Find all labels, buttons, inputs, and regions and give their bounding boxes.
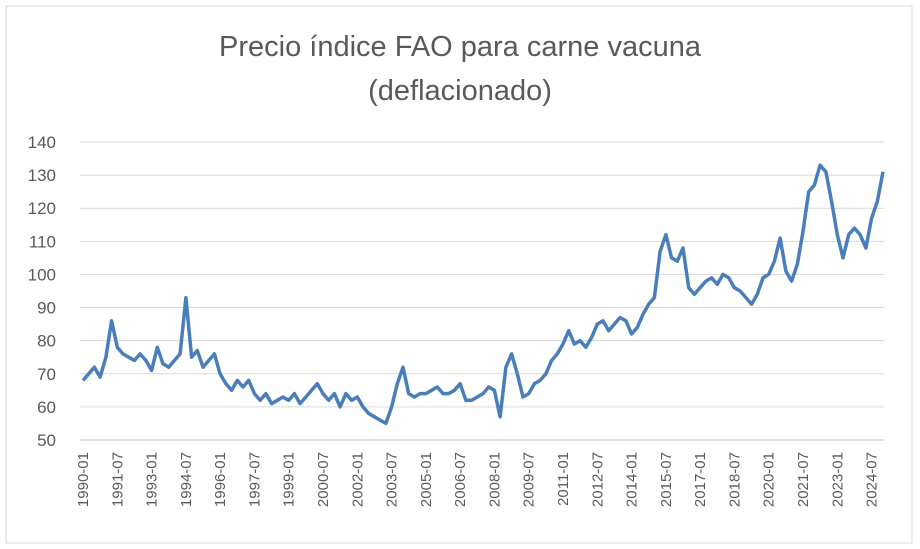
y-tick-label: 140 xyxy=(28,133,56,152)
x-tick-label: 2015-07 xyxy=(658,452,675,507)
x-tick-label: 1991-07 xyxy=(109,452,126,507)
x-tick-label: 1996-01 xyxy=(212,452,229,507)
x-tick-label: 2005-01 xyxy=(418,452,435,507)
y-tick-label: 50 xyxy=(37,431,56,450)
x-tick-label: 1999-01 xyxy=(281,452,298,507)
chart-title: (deflacionado) xyxy=(368,75,552,107)
y-tick-label: 70 xyxy=(37,365,56,384)
x-tick-label: 2008-01 xyxy=(486,452,503,507)
y-tick-label: 60 xyxy=(37,398,56,417)
x-tick-label: 2024-07 xyxy=(864,452,881,507)
x-tick-label: 2006-07 xyxy=(452,452,469,507)
x-tick-label: 2014-01 xyxy=(624,452,641,507)
y-tick-label: 120 xyxy=(28,199,56,218)
x-tick-label: 2020-01 xyxy=(761,452,778,507)
x-tick-label: 2002-01 xyxy=(349,452,366,507)
x-tick-label: 1990-01 xyxy=(75,452,92,507)
x-tick-label: 2000-07 xyxy=(315,452,332,507)
x-tick-label: 2017-01 xyxy=(692,452,709,507)
y-tick-label: 100 xyxy=(28,265,56,284)
y-tick-label: 110 xyxy=(29,232,56,251)
x-tick-label: 2011-01 xyxy=(555,452,572,506)
x-tick-label: 2003-07 xyxy=(384,452,401,507)
line xyxy=(81,163,885,426)
chart-title: Precio índice FAO para carne vacuna xyxy=(219,31,702,63)
x-tick-label: 1993-01 xyxy=(144,452,161,507)
y-tick-label: 130 xyxy=(28,166,56,185)
x-tick-label: 1994-07 xyxy=(178,452,195,507)
y-tick-label: 90 xyxy=(37,299,56,318)
x-tick-label: 2018-07 xyxy=(726,452,743,507)
x-tick-label: 2021-07 xyxy=(795,452,812,507)
x-tick-label: 2009-07 xyxy=(521,452,538,507)
x-tick-label: 1997-07 xyxy=(246,452,263,507)
y-tick-label: 80 xyxy=(37,332,56,351)
x-tick-label: 2012-07 xyxy=(589,452,606,507)
x-tick-label: 2023-01 xyxy=(829,452,846,507)
